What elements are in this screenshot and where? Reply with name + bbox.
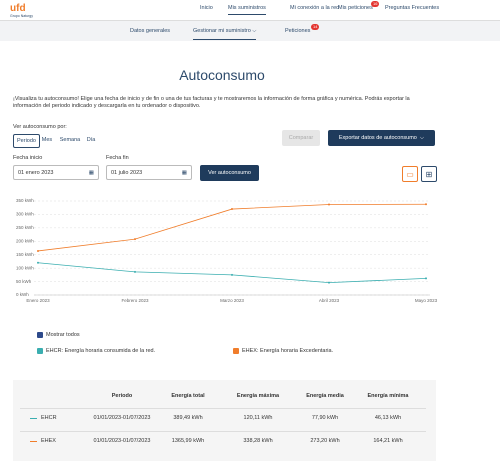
- table-cell: 273,20 kWh: [310, 438, 340, 444]
- y-tick-label: 50 kWh: [16, 279, 32, 284]
- x-tick-label: Marzo 2023: [220, 298, 244, 303]
- table-header: Energía media: [306, 393, 344, 399]
- y-tick-label: 350 kWh: [16, 198, 34, 203]
- point: [134, 270, 136, 273]
- table-bg: [13, 380, 436, 461]
- point: [231, 208, 233, 211]
- x-tick-label: Mayo 2023: [415, 298, 438, 303]
- point: [328, 281, 330, 284]
- submit-button[interactable]: Ver autoconsumo: [200, 165, 259, 181]
- subnav-item[interactable]: Datos generales: [130, 28, 171, 34]
- table-cell: EHCR: [41, 415, 57, 421]
- legend-swatch[interactable]: [233, 348, 239, 354]
- subnav-item[interactable]: Gestionar mi suministro ⌵: [193, 28, 257, 40]
- point: [134, 238, 136, 241]
- nav-item[interactable]: Preguntas Frecuentes: [385, 5, 440, 11]
- table-cell: 01/01/2023-01/07/2023: [93, 438, 151, 444]
- legend-label: EHCR: Energía horaria consumida de la re…: [46, 348, 156, 354]
- table-cell: EHEX: [41, 438, 56, 444]
- show-all: Mostrar todos: [46, 332, 80, 338]
- nav-item[interactable]: Mis peticiones: [338, 5, 373, 11]
- x-tick-label: Enero 2023: [26, 298, 50, 303]
- point: [328, 203, 330, 206]
- compare-button[interactable]: Comparar: [282, 130, 320, 146]
- subnav-bar: [0, 20, 500, 41]
- tab[interactable]: Periodo: [13, 134, 40, 148]
- x-tick-label: Febrero 2023: [121, 298, 149, 303]
- badge: 16: [371, 1, 380, 7]
- y-tick-label: 100 kWh: [16, 265, 34, 270]
- point: [37, 261, 39, 264]
- end-input[interactable]: 01 julio 2023 ▦: [106, 165, 192, 180]
- table-cell: 46,13 kWh: [374, 415, 402, 421]
- table-cell: 164,21 kWh: [373, 438, 403, 444]
- tab[interactable]: Semana: [59, 137, 81, 143]
- tab[interactable]: Mes: [41, 137, 53, 143]
- checkbox[interactable]: [37, 332, 43, 338]
- row-swatch: [30, 441, 37, 442]
- start-label: Fecha inicio: [13, 155, 43, 161]
- y-tick-label: 200 kWh: [16, 238, 34, 243]
- point: [425, 277, 427, 280]
- table-cell: 77,90 kWh: [311, 415, 339, 421]
- y-tick-label: 250 kWh: [16, 225, 34, 230]
- table-cell: 338,28 kWh: [243, 438, 273, 444]
- table-cell: 01/01/2023-01/07/2023: [93, 415, 151, 421]
- y-tick-label: 0 kWh: [16, 292, 29, 297]
- point: [231, 273, 233, 276]
- series-line: [37, 203, 427, 252]
- export-button[interactable]: Exportar datos de autoconsumo ⌵: [328, 130, 435, 146]
- tab[interactable]: Día: [86, 137, 96, 143]
- row-divider: [20, 408, 426, 409]
- nav-item[interactable]: Inicio: [200, 5, 213, 11]
- nav-item[interactable]: Mis suministros: [228, 5, 266, 15]
- page-title: Autoconsumo: [179, 67, 265, 83]
- series-line: [37, 262, 427, 284]
- start-value: 01 enero 2023: [18, 169, 54, 176]
- table-header: Energía mínima: [367, 393, 409, 399]
- point: [37, 249, 39, 252]
- chart-view-icon[interactable]: ▭: [402, 166, 418, 182]
- y-tick-label: 150 kWh: [16, 252, 34, 257]
- row-swatch: [30, 418, 37, 419]
- table-header: Periodo: [111, 393, 133, 399]
- logo-sub: Grupo Naturgy: [10, 14, 33, 18]
- table-header: Energía máxima: [236, 393, 280, 399]
- end-label: Fecha fin: [106, 155, 129, 161]
- logo[interactable]: ufd: [10, 3, 26, 14]
- row-divider: [20, 431, 426, 432]
- view-label: Ver autoconsumo por:: [13, 124, 67, 130]
- subnav-text: Gestionar mi suministro: [193, 28, 251, 34]
- table-cell: 120,11 kWh: [243, 415, 273, 421]
- table-cell: 1365,99 kWh: [171, 438, 205, 444]
- legend-label: EHEX: Energía horaria Excedentaria.: [242, 348, 334, 354]
- legend-swatch[interactable]: [37, 348, 43, 354]
- table-view-icon[interactable]: ⊞: [421, 166, 437, 182]
- table-header: Energía total: [171, 393, 205, 399]
- y-tick-label: 300 kWh: [16, 212, 34, 217]
- x-tick-label: Abril 2023: [319, 298, 340, 303]
- badge: 14: [311, 24, 320, 30]
- point: [425, 203, 427, 206]
- chart: 0 kWh 50 kWh 100 kWh 150 kWh 200 kWh 250 kWh 3…: [16, 198, 438, 303]
- subnav-item[interactable]: Peticiones: [285, 28, 311, 34]
- export-text: Exportar datos de autoconsumo: [338, 135, 417, 141]
- intro: ¡Visualiza tu autoconsumo! Elige una fec…: [13, 96, 410, 109]
- nav-item[interactable]: Mi conexión a la red: [290, 5, 340, 11]
- end-value: 01 julio 2023: [111, 169, 143, 176]
- start-input[interactable]: 01 enero 2023 ▦: [13, 165, 99, 180]
- table-cell: 389,49 kWh: [173, 415, 203, 421]
